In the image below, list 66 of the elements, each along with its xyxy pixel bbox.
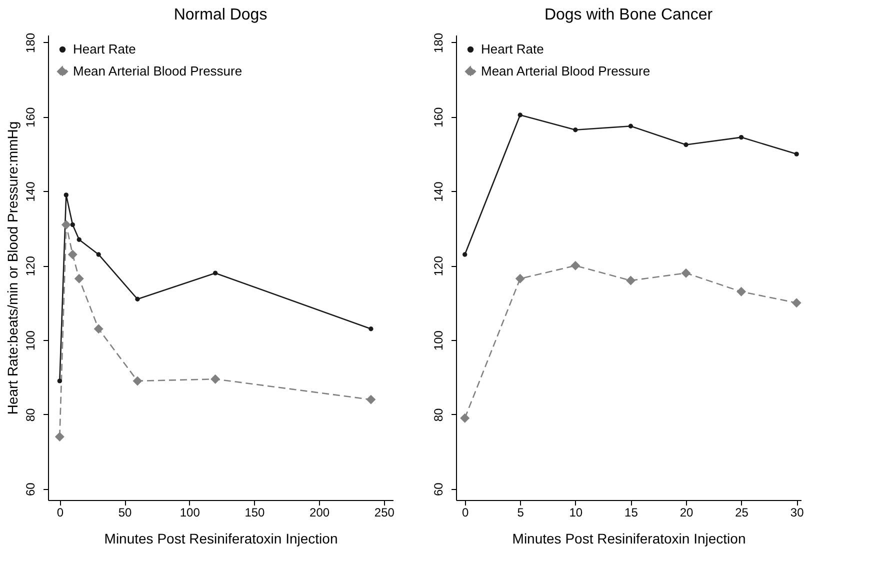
y-tick-label: 120 [24,256,38,276]
point [794,152,799,156]
y-tick-label: 120 [432,256,446,276]
x-tick-label: 15 [624,506,638,520]
y-tick-label: 80 [24,408,38,422]
y-tick-label: 100 [24,330,38,351]
point [64,192,69,198]
x-tick-label: 5 [517,506,524,520]
y-tick-label: 140 [24,181,38,202]
y-tick-label: 160 [432,107,446,128]
x-tick-label: 20 [680,506,694,520]
point [96,252,101,257]
point [94,324,104,334]
chart-title: Dogs with Bone Cancer [544,6,714,24]
point [68,250,78,260]
point [368,326,374,332]
x-axis-title: Minutes Post Resiniferatoxin Injection [512,530,746,546]
legend-label: Heart Rate [481,42,544,56]
chart-title: Normal Dogs [174,6,268,24]
point [460,413,470,423]
x-tick-label: 50 [118,506,132,520]
point [212,270,218,276]
point [366,394,376,404]
x-axis-title: Minutes Post Resiniferatoxin Injection [104,530,338,546]
point [738,134,744,140]
x-tick-label: 250 [374,506,395,520]
point [628,124,634,128]
point [518,112,522,118]
point [515,274,525,284]
x-tick-label: 200 [310,506,330,520]
y-tick-label: 160 [24,107,38,128]
point [210,374,220,384]
legend-label: Mean Arterial Blood Pressure [73,64,242,78]
x-tick-label: 25 [735,506,749,520]
point [736,286,746,296]
point [135,296,140,302]
y-axis-title: Heart Rate:beats/min or Blood Pressure:mmHg [4,121,20,415]
point [74,274,84,284]
point [681,268,691,278]
point [54,432,64,442]
point [132,376,142,386]
point [76,237,82,242]
x-tick-label: 0 [462,506,469,520]
legend-label: Heart Rate [73,42,136,56]
y-tick-label: 180 [432,32,446,53]
y-tick-label: 60 [24,482,38,496]
x-tick-label: 10 [569,506,583,520]
x-tick-label: 0 [56,506,64,520]
point [792,298,802,308]
y-tick-label: 80 [432,408,446,422]
x-tick-label: 100 [180,506,200,520]
point [626,276,636,286]
y-tick-label: 100 [432,330,446,351]
point [57,378,62,384]
x-tick-label: 30 [790,506,804,520]
point [61,220,71,230]
y-tick-label: 180 [24,32,38,53]
point [573,128,578,132]
y-tick-label: 60 [432,482,446,496]
point [70,222,75,228]
x-tick-label: 150 [244,506,266,520]
point [570,260,580,270]
point [462,252,468,257]
y-tick-label: 140 [432,181,446,202]
point [684,142,688,148]
legend-label: Mean Arterial Blood Pressure [481,64,650,78]
